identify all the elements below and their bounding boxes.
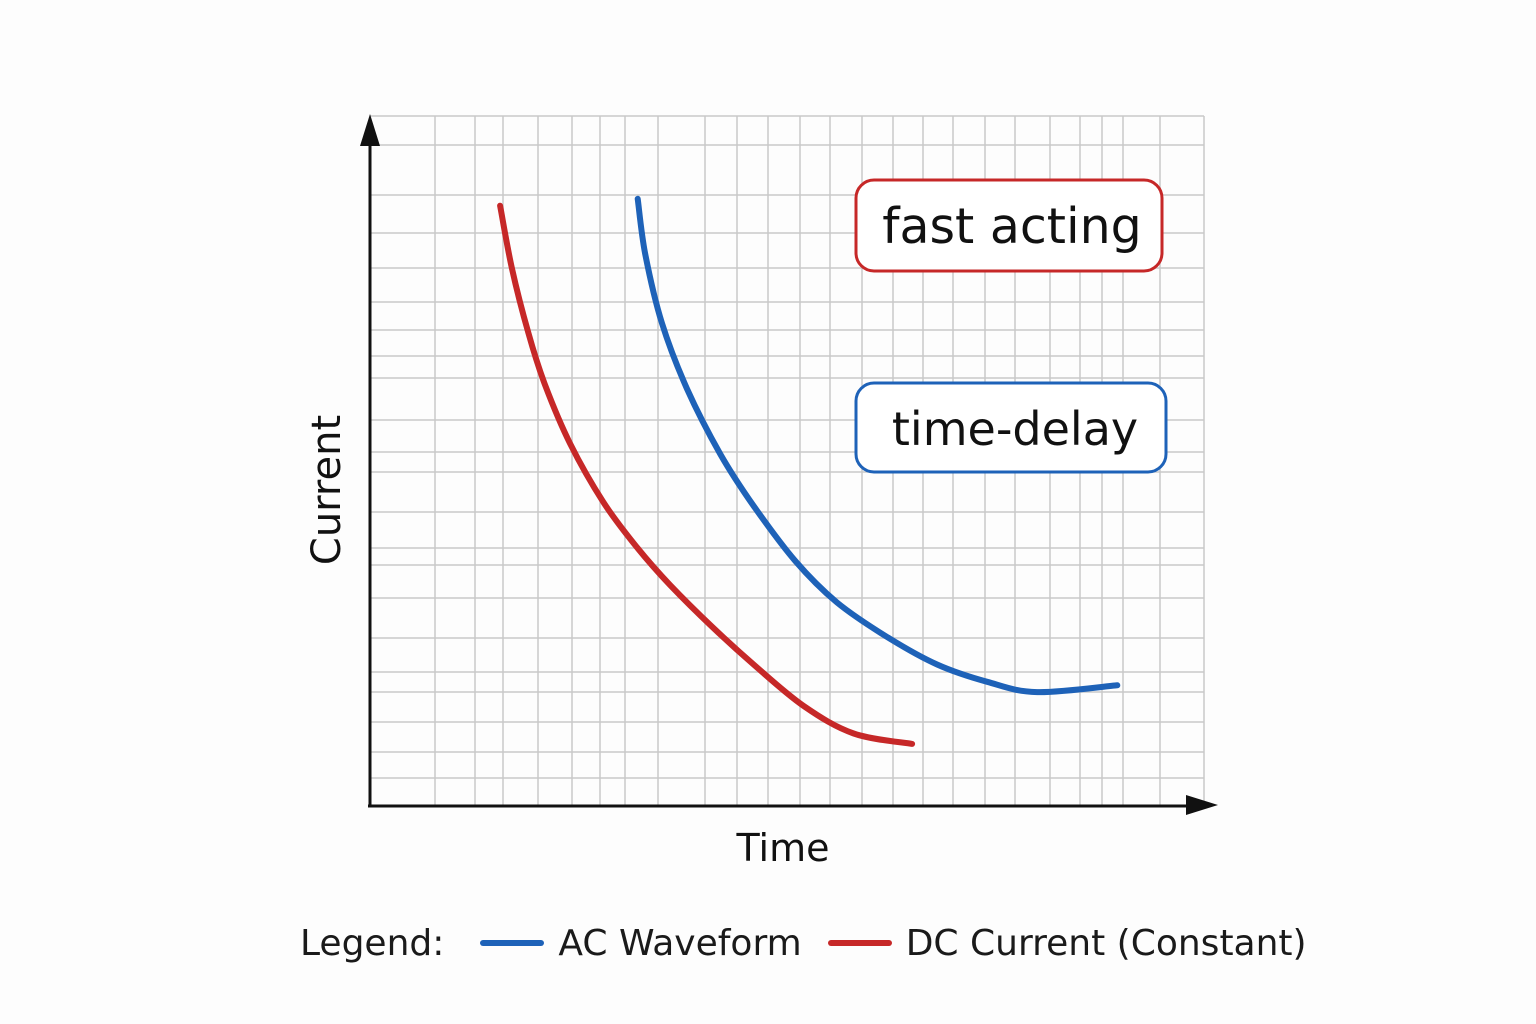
annotation-label-fast-acting: fast acting	[882, 198, 1142, 255]
series-line-dc-current-constant	[497, 202, 916, 747]
x-axis-arrow	[1186, 795, 1218, 815]
annotation-fast-acting: fast acting	[854, 178, 1164, 273]
legend-swatch-ac-waveform	[480, 940, 545, 946]
annotation-box-fast-acting	[854, 178, 1164, 273]
legend-swatch-dc-current	[827, 940, 892, 946]
legend-title: Legend:	[300, 922, 445, 964]
legend-label-ac-waveform: AC Waveform	[558, 922, 802, 964]
annotation-label-time-delay: time-delay	[892, 402, 1138, 456]
y-axis-label: Current	[304, 415, 350, 565]
x-axis-label: Time	[736, 826, 830, 870]
annotation-box-time-delay	[854, 381, 1168, 474]
legend: Legend: AC Waveform DC Current (Constant…	[300, 918, 1333, 968]
series-line-ac-waveform	[634, 195, 1121, 696]
legend-label-dc-current: DC Current (Constant)	[905, 922, 1307, 964]
annotation-time-delay: time-delay	[854, 381, 1168, 474]
legend-item-dc-current: DC Current (Constant)	[827, 922, 1307, 964]
y-axis-arrow	[360, 114, 380, 146]
grid	[370, 115, 1205, 806]
axes	[360, 114, 1218, 815]
legend-item-ac-waveform: AC Waveform	[480, 922, 802, 964]
series-layer	[497, 195, 1121, 747]
